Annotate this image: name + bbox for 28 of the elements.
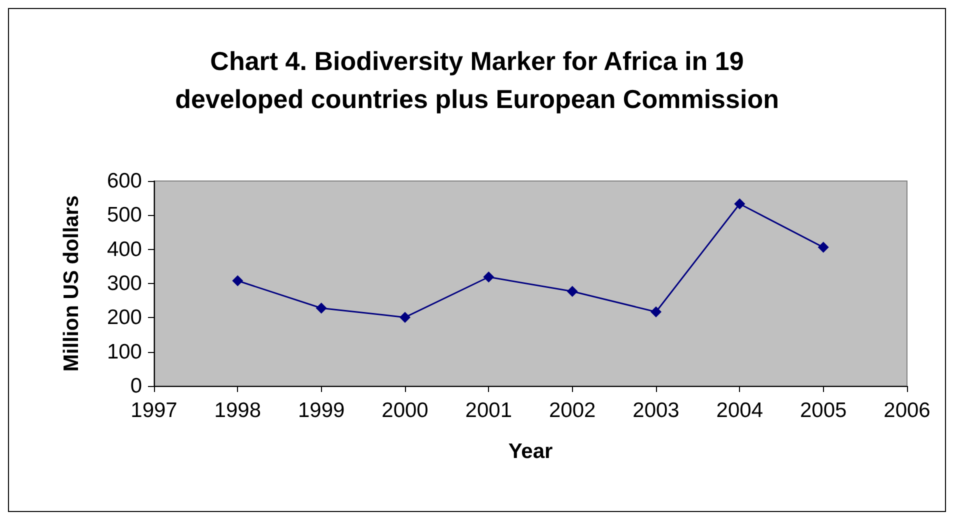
x-tick-label: 2003 — [632, 399, 680, 422]
y-tick-label: 500 — [106, 204, 142, 227]
x-axis-title: Year — [508, 440, 553, 463]
x-tick-label: 1998 — [214, 399, 262, 422]
y-tick-label: 100 — [106, 340, 142, 364]
x-tick-label: 2001 — [465, 399, 512, 422]
chart-title: Chart 4. Biodiversity Marker for Africa in 19 developed countries plus European Commission — [175, 46, 779, 114]
point — [483, 272, 494, 283]
x-tick-label: 2000 — [382, 399, 428, 422]
point — [400, 312, 410, 323]
x-tick-label: 1999 — [298, 399, 345, 422]
y-tick-label: 0 — [130, 374, 142, 398]
point — [316, 302, 327, 314]
x-tick-label: 2005 — [800, 399, 847, 422]
y-tick-label: 300 — [106, 272, 142, 295]
point — [232, 275, 244, 286]
x-tick-label: 2006 — [884, 399, 930, 422]
x-tick-label: 2002 — [548, 399, 596, 422]
point — [818, 242, 829, 253]
y-tick-label: 200 — [106, 306, 142, 330]
point — [650, 306, 662, 318]
y-tick-label: 600 — [106, 170, 142, 192]
y-tick-label: 400 — [106, 238, 142, 261]
point — [734, 198, 746, 210]
y-axis-title: Million US dollars — [60, 195, 83, 372]
x-tick-label: 2004 — [716, 399, 764, 422]
point — [566, 286, 578, 297]
x-tick-label: 1997 — [130, 399, 178, 422]
